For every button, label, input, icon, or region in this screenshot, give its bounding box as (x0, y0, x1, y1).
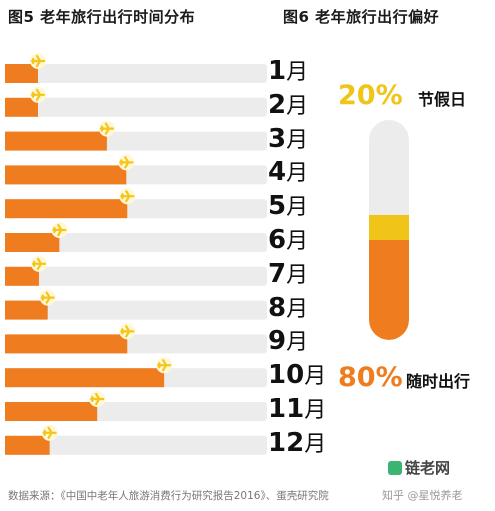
bar-month-1 (5, 64, 38, 83)
month-number: 1 (268, 56, 287, 86)
data-source-note: 数据来源：《中国中老年人旅游消费行为研究报告2016》、蛋壳研究院 (8, 490, 329, 502)
brand-name: 链老网 (405, 459, 451, 477)
bar-track-7 (5, 266, 267, 286)
holiday-segment (369, 214, 409, 240)
month-number: 5 (268, 191, 287, 222)
bar-month-3 (5, 131, 107, 151)
month-unit: 月 (286, 330, 309, 356)
airplane-icon (119, 188, 136, 205)
month-unit: 月 (304, 431, 327, 457)
bar-month-5 (5, 199, 128, 219)
month-unit: 月 (286, 195, 309, 221)
month-number: 11 (268, 394, 305, 424)
bar-month-10 (5, 368, 165, 388)
month-number: 3 (268, 123, 287, 154)
watermark-text: 知乎 @星悦养老 (382, 489, 463, 502)
bar-month-9 (5, 334, 128, 354)
brand-logo: 链老网 (388, 457, 450, 478)
chart-title-preference: 图6 老年旅行出行偏好 (283, 8, 440, 26)
airplane-icon (29, 53, 46, 69)
bar-month-12 (5, 435, 50, 455)
bar-month-6 (5, 233, 60, 252)
airplane-icon (89, 391, 106, 407)
airplane-icon (118, 154, 135, 171)
month-label-11: 11月 (268, 396, 326, 422)
month-unit: 月 (286, 229, 309, 254)
month-label-3: 3月 (268, 126, 308, 152)
month-unit: 月 (304, 364, 327, 390)
chart-title-time-distribution: 图5 老年旅行出行时间分布 (8, 8, 196, 26)
bar-track-8 (5, 300, 267, 320)
bar-month-7 (5, 266, 39, 286)
month-unit: 月 (286, 161, 309, 187)
month-label-10: 10月 (268, 362, 326, 388)
month-label-9: 9月 (268, 328, 308, 354)
airplane-icon (98, 120, 115, 137)
anytime-label: 随时出行 (406, 372, 471, 391)
month-label-6: 6月 (268, 227, 308, 253)
month-label-2: 2月 (268, 92, 308, 118)
airplane-icon (156, 357, 173, 374)
preference-tube (369, 120, 409, 340)
month-number: 7 (268, 258, 287, 289)
month-number: 4 (268, 157, 287, 188)
airplane-icon (51, 222, 68, 238)
airplane-icon (41, 424, 58, 441)
holiday-label: 节假日 (418, 90, 467, 109)
bar-month-11 (5, 402, 98, 421)
month-number: 9 (268, 326, 287, 357)
bar-month-4 (5, 165, 127, 185)
bar-track-12 (5, 435, 267, 455)
month-label-5: 5月 (268, 193, 308, 219)
month-number: 2 (268, 89, 287, 120)
brand-icon (388, 461, 402, 475)
month-label-1: 1月 (268, 58, 308, 84)
airplane-icon (30, 255, 47, 272)
anytime-segment (369, 239, 409, 340)
bar-track-6 (5, 233, 267, 252)
month-unit: 月 (304, 398, 327, 423)
month-label-4: 4月 (268, 159, 308, 185)
airplane-icon (39, 289, 56, 306)
month-number: 12 (268, 427, 305, 458)
month-unit: 月 (286, 296, 309, 322)
month-label-12: 12月 (268, 430, 326, 456)
month-unit: 月 (286, 60, 309, 85)
month-unit: 月 (286, 127, 309, 153)
bar-month-8 (5, 300, 48, 320)
month-label-7: 7月 (268, 261, 308, 287)
anytime-percent-label: 80% (338, 362, 403, 393)
airplane-icon (29, 86, 46, 103)
airplane-icon (119, 323, 136, 340)
bar-track-2 (5, 97, 267, 117)
holiday-percent-label: 20% (338, 80, 403, 111)
month-label-8: 8月 (268, 295, 308, 321)
month-number: 10 (268, 360, 305, 391)
month-number: 6 (268, 225, 287, 255)
month-unit: 月 (286, 262, 309, 288)
bar-month-2 (5, 97, 38, 117)
bar-track-1 (5, 64, 267, 83)
month-number: 8 (268, 292, 287, 323)
month-unit: 月 (286, 93, 309, 119)
